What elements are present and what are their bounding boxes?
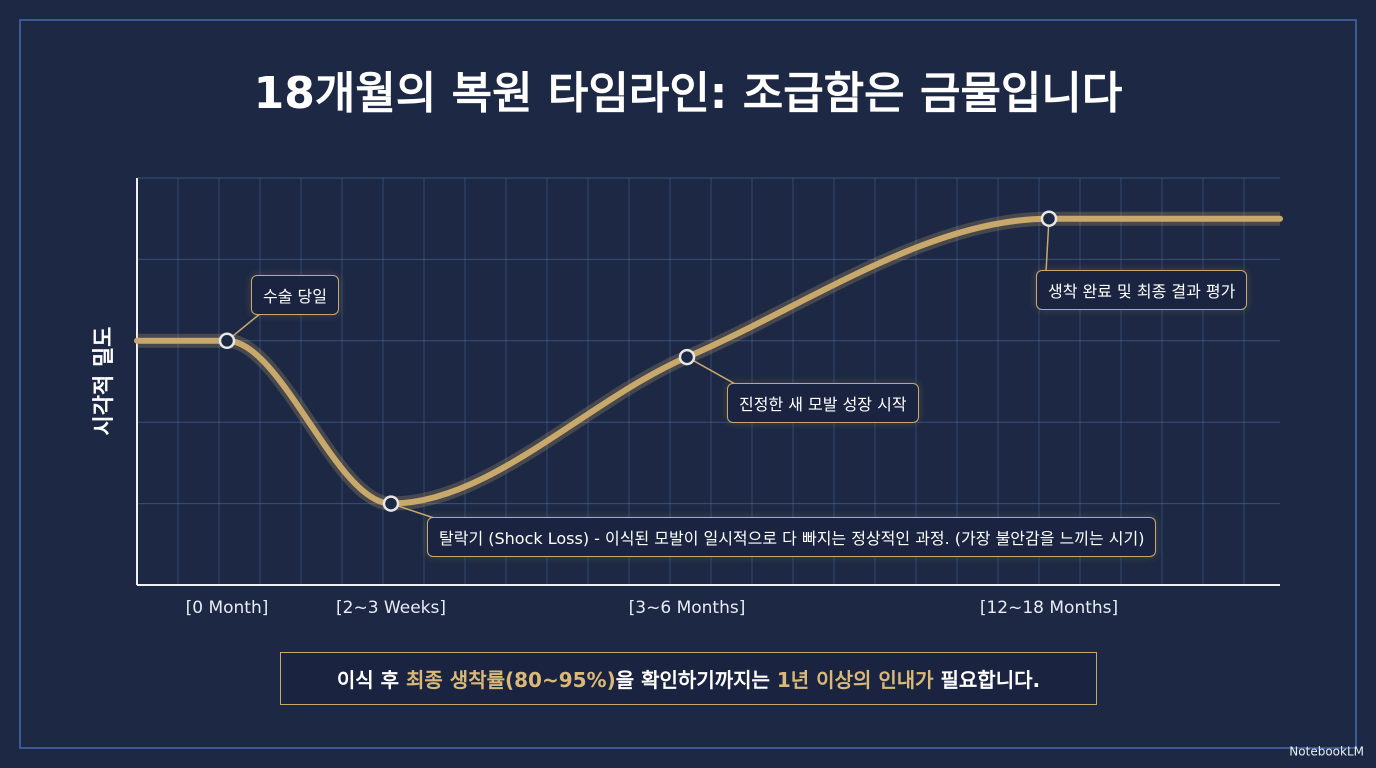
footer-text: 이식 후 <box>336 668 407 692</box>
annotation: 탈락기 (Shock Loss) - 이식된 모발이 일시적으로 다 빠지는 정… <box>427 517 1157 557</box>
plot <box>134 210 1283 512</box>
chart-title: 18개월의 복원 타임라인: 조급함은 금물입니다 <box>254 68 1123 119</box>
point <box>218 332 236 350</box>
leader-line <box>1045 218 1050 273</box>
footer-text: 을 확인하기까지는 <box>615 668 777 692</box>
x-tick-label: [3~6 Months] <box>628 598 746 618</box>
leaders <box>226 218 1050 520</box>
y-axis-label: 시각적 밀도 <box>92 327 117 436</box>
annotation: 수술 당일 <box>251 275 339 315</box>
leader-line <box>686 356 738 386</box>
footer-text: 최종 생착률(80~95%) <box>406 668 616 692</box>
footer-text: 1년 이상의 인내가 <box>776 668 934 692</box>
x-tick-label: [12~18 Months] <box>979 598 1119 618</box>
footer-text: 필요합니다. <box>933 668 1041 692</box>
frame <box>19 19 1357 749</box>
watermark: NotebookLM <box>1289 745 1364 759</box>
line <box>134 215 1283 507</box>
x-tick-label: [0 Month] <box>185 598 269 618</box>
point <box>678 348 696 366</box>
curve-glow <box>137 211 1280 511</box>
point <box>382 495 400 512</box>
footer-callout: 이식 후 최종 생착률(80~95%) 을 확인하기까지는 1년 이상의 인내가 … <box>280 652 1097 705</box>
annotation: 생착 완료 및 최종 결과 평가 <box>1036 270 1248 310</box>
annotation: 진정한 새 모발 성장 시작 <box>727 383 919 423</box>
point <box>1040 210 1058 227</box>
x-tick-label: [2~3 Weeks] <box>336 598 446 618</box>
